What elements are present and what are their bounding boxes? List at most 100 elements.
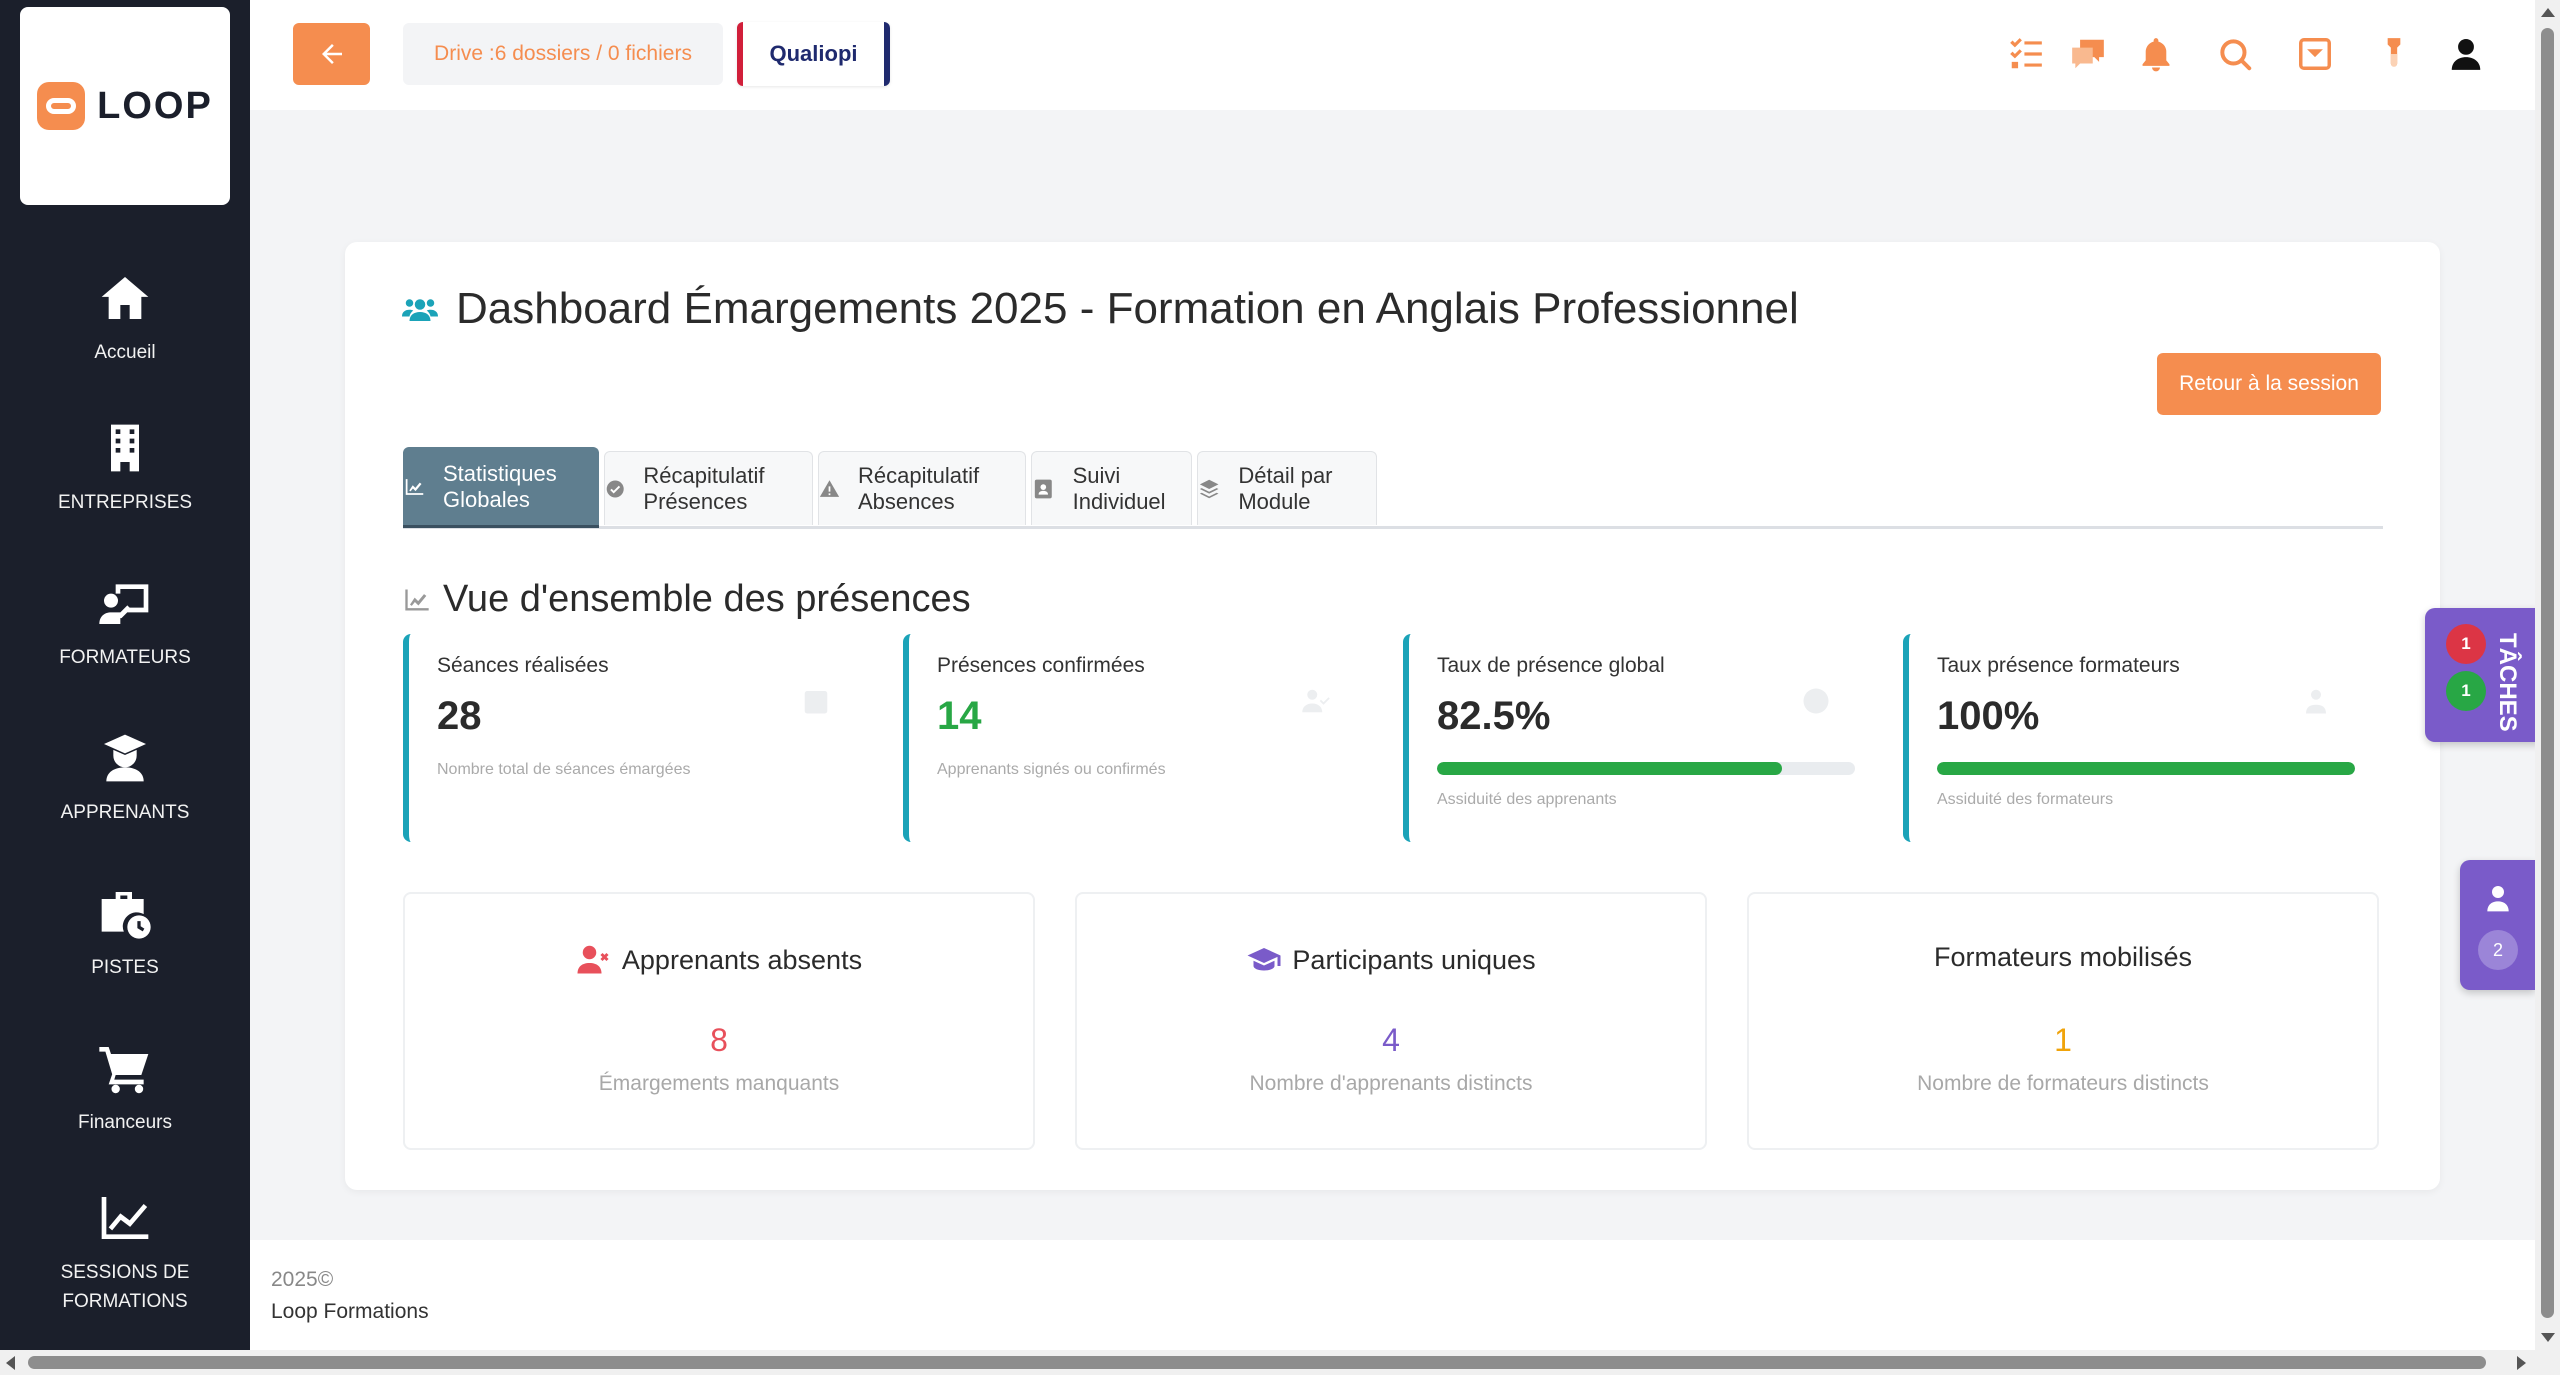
briefcase-clock-icon — [101, 892, 151, 939]
tabs-bar: Statistiques Globales Récapitulatif Prés… — [403, 447, 2383, 529]
stat-card-taux-formateurs: Taux présence formateurs 100% Assiduité … — [1903, 634, 2371, 842]
footer-year: 2025© — [271, 1268, 334, 1291]
stat-title: Taux présence formateurs — [1937, 654, 2180, 677]
section-title-text: Vue d'ensemble des présences — [443, 578, 971, 620]
scroll-right-icon[interactable] — [2517, 1356, 2526, 1370]
chart-area-icon — [405, 589, 429, 610]
tip-icon[interactable] — [2374, 34, 2414, 74]
summary-head: Participants uniques — [1077, 942, 1705, 978]
user-check-icon — [1301, 686, 1331, 716]
tab-label: Détail par Module — [1238, 462, 1333, 514]
tab-statistiques-globales[interactable]: Statistiques Globales — [403, 447, 599, 525]
sidebar-item-apprenants[interactable]: APPRENANTS — [0, 730, 250, 827]
stat-value: 82.5% — [1437, 694, 1551, 738]
logo[interactable]: LOOP — [20, 7, 230, 205]
stat-value: 14 — [937, 694, 982, 738]
progress-bar — [1437, 762, 1855, 775]
vertical-scrollbar[interactable] — [2535, 0, 2560, 1350]
main-card: Dashboard Émargements 2025 - Formation e… — [345, 242, 2440, 1190]
stat-title: Séances réalisées — [437, 654, 609, 677]
search-icon[interactable] — [2215, 34, 2255, 74]
progress-bar — [1937, 762, 2355, 775]
chat-icon[interactable] — [2068, 34, 2108, 74]
bell-icon[interactable] — [2136, 34, 2176, 74]
logo-text: LOOP — [97, 84, 213, 127]
vertical-scroll-thumb[interactable] — [2541, 28, 2554, 1318]
horizontal-scroll-thumb[interactable] — [28, 1356, 2486, 1369]
summary-value: 1 — [2054, 1022, 2072, 1058]
sidebar-item-accueil[interactable]: Accueil — [0, 270, 250, 367]
sidebar-item-financeurs[interactable]: Financeurs — [0, 1040, 250, 1137]
horizontal-scrollbar[interactable] — [0, 1350, 2560, 1375]
sidebar-item-label: PISTES — [91, 957, 159, 978]
scroll-left-icon[interactable] — [6, 1356, 15, 1370]
tab-label: Récapitulatif Présences — [643, 462, 765, 514]
sidebar-item-entreprises[interactable]: ENTREPRISES — [0, 420, 250, 517]
chart-line-icon — [101, 1197, 149, 1239]
chart-area-icon — [405, 478, 424, 495]
stat-subtitle: Nombre total de séances émargées — [437, 761, 691, 778]
taches-red-badge: 1 — [2446, 624, 2486, 664]
taches-label: TÂCHES — [2494, 633, 2521, 732]
sidebar-item-pistes[interactable]: PISTES — [0, 885, 250, 982]
stat-title: Taux de présence global — [1437, 654, 1665, 677]
home-icon — [101, 277, 149, 319]
user-times-icon — [577, 945, 609, 974]
users-icon — [402, 299, 438, 321]
tab-detail-par-module[interactable]: Détail par Module — [1197, 451, 1377, 525]
user-icon — [2487, 886, 2509, 912]
footer-company: Loop Formations — [271, 1300, 429, 1323]
summary-subtitle: Nombre d'apprenants distincts — [1249, 1072, 1533, 1095]
page-title-text: Dashboard Émargements 2025 - Formation e… — [456, 284, 1799, 333]
summary-title: Formateurs mobilisés — [1933, 942, 2193, 972]
building-icon — [111, 424, 139, 472]
summary-subtitle: Nombre de formateurs distincts — [1917, 1072, 2209, 1095]
qualiopi-button[interactable]: Qualiopi — [737, 22, 890, 86]
tasks-icon[interactable] — [2006, 34, 2046, 74]
sidebar: LOOP Accueil ENTREPRISES FORMATEURS APPR… — [0, 0, 250, 1375]
clock-icon — [1801, 686, 1831, 716]
taches-widget[interactable]: 1 1 TÂCHES — [2425, 608, 2540, 742]
sidebar-item-formateurs[interactable]: FORMATEURS — [0, 575, 250, 672]
stat-card-seances: Séances réalisées 28 Nombre total de séa… — [403, 634, 871, 842]
summary-subtitle: Émargements manquants — [598, 1072, 840, 1095]
chalkboard-teacher-icon — [99, 584, 149, 624]
stat-title: Présences confirmées — [937, 654, 1145, 677]
tab-recapitulatif-absences[interactable]: Récapitulatif Absences — [818, 451, 1026, 525]
sidebar-item-label: APPRENANTS — [60, 802, 190, 823]
back-button[interactable] — [293, 23, 370, 85]
summary-card-absents: Apprenants absents 8 Émargements manquan… — [403, 892, 1035, 1150]
stat-subtitle: Assiduité des formateurs — [1937, 791, 2114, 808]
tab-label: Suivi Individuel — [1072, 462, 1166, 514]
progress-fill — [1937, 762, 2355, 775]
tab-label: Statistiques Globales — [443, 460, 557, 512]
layers-icon — [1199, 479, 1219, 498]
logo-mark-icon — [37, 82, 86, 130]
summary-card-participants: Participants uniques 4 Nombre d'apprenan… — [1075, 892, 1707, 1150]
check-circle-icon — [606, 479, 624, 498]
scroll-up-icon[interactable] — [2541, 8, 2555, 17]
inbox-icon[interactable] — [2295, 34, 2335, 74]
summary-title: Participants uniques — [1292, 944, 1536, 975]
stat-card-taux-global: Taux de présence global 82.5% Assiduité … — [1403, 634, 1871, 842]
sidebar-item-sessions[interactable]: SESSIONS DE FORMATIONS — [0, 1190, 250, 1316]
summary-head: Apprenants absents — [405, 942, 1033, 978]
page-title: Dashboard Émargements 2025 - Formation e… — [402, 284, 1799, 334]
tab-recapitulatif-presences[interactable]: Récapitulatif Présences — [604, 451, 813, 525]
stat-value: 28 — [437, 694, 482, 738]
summary-card-formateurs: Formateurs mobilisés 1 Nombre de formate… — [1747, 892, 2379, 1150]
user-icon[interactable] — [2446, 34, 2486, 74]
graduate-icon — [104, 734, 146, 782]
summary-title: Apprenants absents — [621, 944, 863, 975]
summary-value: 4 — [1382, 1022, 1400, 1058]
users-widget[interactable]: 2 — [2460, 860, 2535, 990]
scroll-down-icon[interactable] — [2541, 1333, 2555, 1342]
users-count-badge: 2 — [2478, 930, 2518, 970]
sidebar-item-label: ENTREPRISES — [57, 492, 193, 513]
drive-button[interactable]: Drive :6 dossiers / 0 fichiers — [403, 23, 723, 85]
tab-suivi-individuel[interactable]: Suivi Individuel — [1031, 451, 1192, 525]
taches-green-badge: 1 — [2446, 671, 2486, 711]
footer: 2025© Loop Formations — [250, 1240, 2535, 1350]
retour-session-button[interactable]: Retour à la session — [2157, 353, 2381, 415]
graduation-cap-icon — [1247, 948, 1281, 971]
